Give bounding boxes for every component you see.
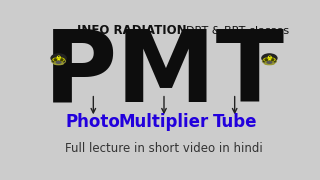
Text: ☢: ☢ <box>267 56 272 61</box>
Circle shape <box>265 59 268 60</box>
Text: Photo: Photo <box>66 113 121 131</box>
Ellipse shape <box>54 62 63 65</box>
Ellipse shape <box>264 59 275 63</box>
Circle shape <box>270 58 275 61</box>
Ellipse shape <box>263 58 276 64</box>
Text: Tube: Tube <box>212 113 257 131</box>
Ellipse shape <box>267 61 272 63</box>
Circle shape <box>54 59 57 60</box>
Text: ☢: ☢ <box>56 56 61 61</box>
Ellipse shape <box>265 62 274 65</box>
Ellipse shape <box>52 58 65 64</box>
Circle shape <box>51 54 66 62</box>
Circle shape <box>264 58 269 61</box>
Circle shape <box>59 58 64 61</box>
Text: DRT & BRT classes: DRT & BRT classes <box>186 26 289 36</box>
Circle shape <box>53 58 58 61</box>
Text: PMT: PMT <box>44 26 284 123</box>
Ellipse shape <box>53 59 64 63</box>
Text: Multiplier: Multiplier <box>119 113 209 131</box>
Circle shape <box>262 54 277 62</box>
Ellipse shape <box>56 61 61 63</box>
Circle shape <box>60 59 63 60</box>
Text: Full lecture in short video in hindi: Full lecture in short video in hindi <box>65 142 263 155</box>
Text: INFO RADIATION: INFO RADIATION <box>77 24 187 37</box>
Circle shape <box>271 59 274 60</box>
